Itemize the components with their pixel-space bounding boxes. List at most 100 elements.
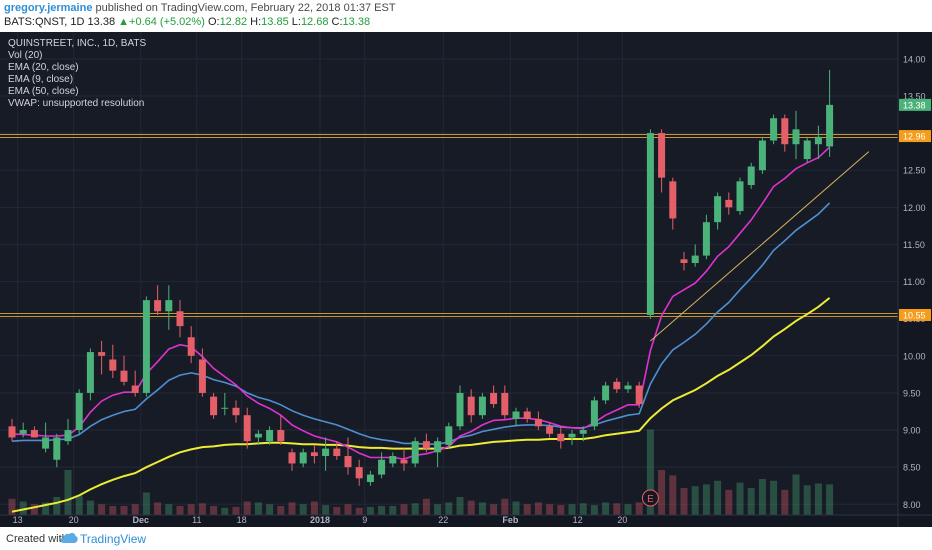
volume-bar bbox=[232, 506, 240, 515]
volume-bar bbox=[322, 505, 330, 515]
volume-bar bbox=[366, 506, 374, 515]
candle-body bbox=[30, 430, 38, 438]
candle-body bbox=[243, 415, 251, 442]
volume-bar bbox=[646, 429, 654, 515]
publish-line: gregory.jermaine published on TradingVie… bbox=[4, 2, 396, 14]
earnings-marker-icon[interactable] bbox=[641, 489, 659, 507]
volume-bar bbox=[747, 488, 755, 515]
volume-bar bbox=[176, 506, 184, 515]
trendline-segment[interactable] bbox=[650, 151, 870, 342]
volume-bar bbox=[814, 483, 822, 515]
volume-bar bbox=[422, 498, 430, 515]
volume-bar bbox=[277, 506, 285, 515]
candle-body bbox=[8, 426, 16, 438]
candle-body bbox=[758, 140, 766, 171]
time-tick-label: 11 bbox=[192, 515, 201, 525]
close-value: 13.38 bbox=[342, 16, 371, 28]
price-tick-label: 14.00 bbox=[903, 54, 926, 64]
time-tick-label: 20 bbox=[69, 515, 79, 525]
volume-bar bbox=[243, 501, 251, 515]
volume-bar bbox=[613, 503, 621, 515]
candle-body bbox=[389, 456, 397, 464]
level-tag-2-text: 10.55 bbox=[903, 310, 926, 320]
symbol-label: BATS:QNST, 1D bbox=[4, 16, 85, 28]
low-value: 12.68 bbox=[300, 16, 329, 28]
candle-body bbox=[523, 411, 531, 419]
change-value: +0.64 (+5.02%) bbox=[129, 16, 205, 28]
volume-bar bbox=[266, 504, 274, 515]
volume-bar bbox=[109, 506, 117, 515]
volume-bar bbox=[344, 504, 352, 515]
earnings-event[interactable]: E bbox=[641, 489, 659, 507]
time-tick-label: Feb bbox=[502, 515, 519, 525]
volume-bar bbox=[8, 498, 16, 515]
candle-body bbox=[781, 118, 789, 145]
volume-bar bbox=[523, 504, 531, 515]
price-tick-label: 9.50 bbox=[903, 388, 921, 398]
volume-bar bbox=[411, 503, 419, 515]
candle-body bbox=[355, 467, 363, 479]
volume-bar bbox=[86, 500, 94, 515]
legend-item: Vol (20) bbox=[8, 50, 42, 61]
volume-bar bbox=[30, 504, 38, 515]
volume-bar bbox=[758, 479, 766, 515]
author-link[interactable]: gregory.jermaine bbox=[4, 2, 93, 14]
ema-20-line bbox=[11, 202, 831, 445]
volume-bar bbox=[445, 502, 453, 515]
candle-body bbox=[310, 452, 318, 457]
volume-bar bbox=[131, 504, 139, 515]
candle-body bbox=[792, 129, 800, 145]
time-axis[interactable]: 13 20 Dec 11 18 2018 9 22 Feb 12 20 bbox=[13, 515, 628, 525]
candle-body bbox=[131, 385, 139, 393]
candle-body bbox=[288, 452, 296, 464]
volume-bar bbox=[288, 502, 296, 515]
volume-bar bbox=[210, 506, 218, 515]
candle-body bbox=[366, 474, 374, 483]
candle-body bbox=[266, 430, 274, 442]
candle-body bbox=[142, 300, 150, 393]
candle-body bbox=[378, 459, 386, 475]
footer: Created with TradingView bbox=[0, 527, 932, 550]
volume-bar bbox=[568, 504, 576, 515]
price-chart[interactable]: E 14.0013.5013.0012.5012.0011.5011.0010.… bbox=[0, 32, 932, 527]
trendline[interactable] bbox=[650, 151, 870, 342]
open-label: O: bbox=[207, 16, 220, 28]
volume-bar bbox=[154, 502, 162, 515]
volume-bar bbox=[770, 480, 778, 515]
candle-body bbox=[198, 359, 206, 393]
candle-body bbox=[210, 396, 218, 416]
volume-bar bbox=[725, 489, 733, 515]
volume-bar bbox=[792, 474, 800, 515]
candle-body bbox=[53, 437, 61, 460]
volume-bar bbox=[310, 501, 318, 515]
candle-body bbox=[736, 181, 744, 212]
candle-body bbox=[512, 411, 520, 419]
volume-bar bbox=[165, 504, 173, 515]
candle-body bbox=[120, 370, 128, 382]
candle-body bbox=[747, 166, 755, 186]
time-tick-label: 12 bbox=[573, 515, 583, 525]
volume-bar bbox=[501, 498, 509, 515]
candle-body bbox=[333, 448, 341, 457]
volume-bar bbox=[53, 497, 61, 515]
price-tick-label: 13.50 bbox=[903, 91, 926, 101]
candle-body bbox=[400, 459, 408, 464]
price-tick-label: 8.00 bbox=[903, 500, 921, 510]
legend-title: QUINSTREET, INC., 1D, BATS bbox=[8, 38, 146, 49]
price-tick-label: 12.00 bbox=[903, 203, 926, 213]
price-tick-label: 8.50 bbox=[903, 463, 921, 473]
volume-bar bbox=[602, 502, 610, 515]
tradingview-brand[interactable]: TradingView bbox=[80, 532, 147, 546]
volume-bar bbox=[579, 503, 587, 515]
ema-50-line bbox=[11, 297, 831, 513]
candle-body bbox=[658, 133, 666, 178]
volume-bar bbox=[669, 475, 677, 515]
high-label: H: bbox=[250, 16, 262, 28]
last-price: 13.38 bbox=[87, 16, 116, 28]
candle-body bbox=[501, 392, 509, 416]
candle-body bbox=[803, 140, 811, 160]
volume-bar bbox=[19, 501, 27, 515]
tradingview-cloud-icon bbox=[60, 532, 78, 543]
candle-body bbox=[98, 352, 106, 356]
